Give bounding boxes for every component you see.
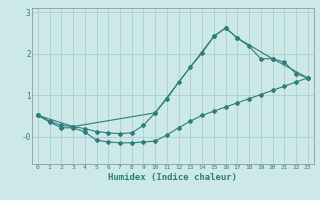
X-axis label: Humidex (Indice chaleur): Humidex (Indice chaleur) xyxy=(108,173,237,182)
